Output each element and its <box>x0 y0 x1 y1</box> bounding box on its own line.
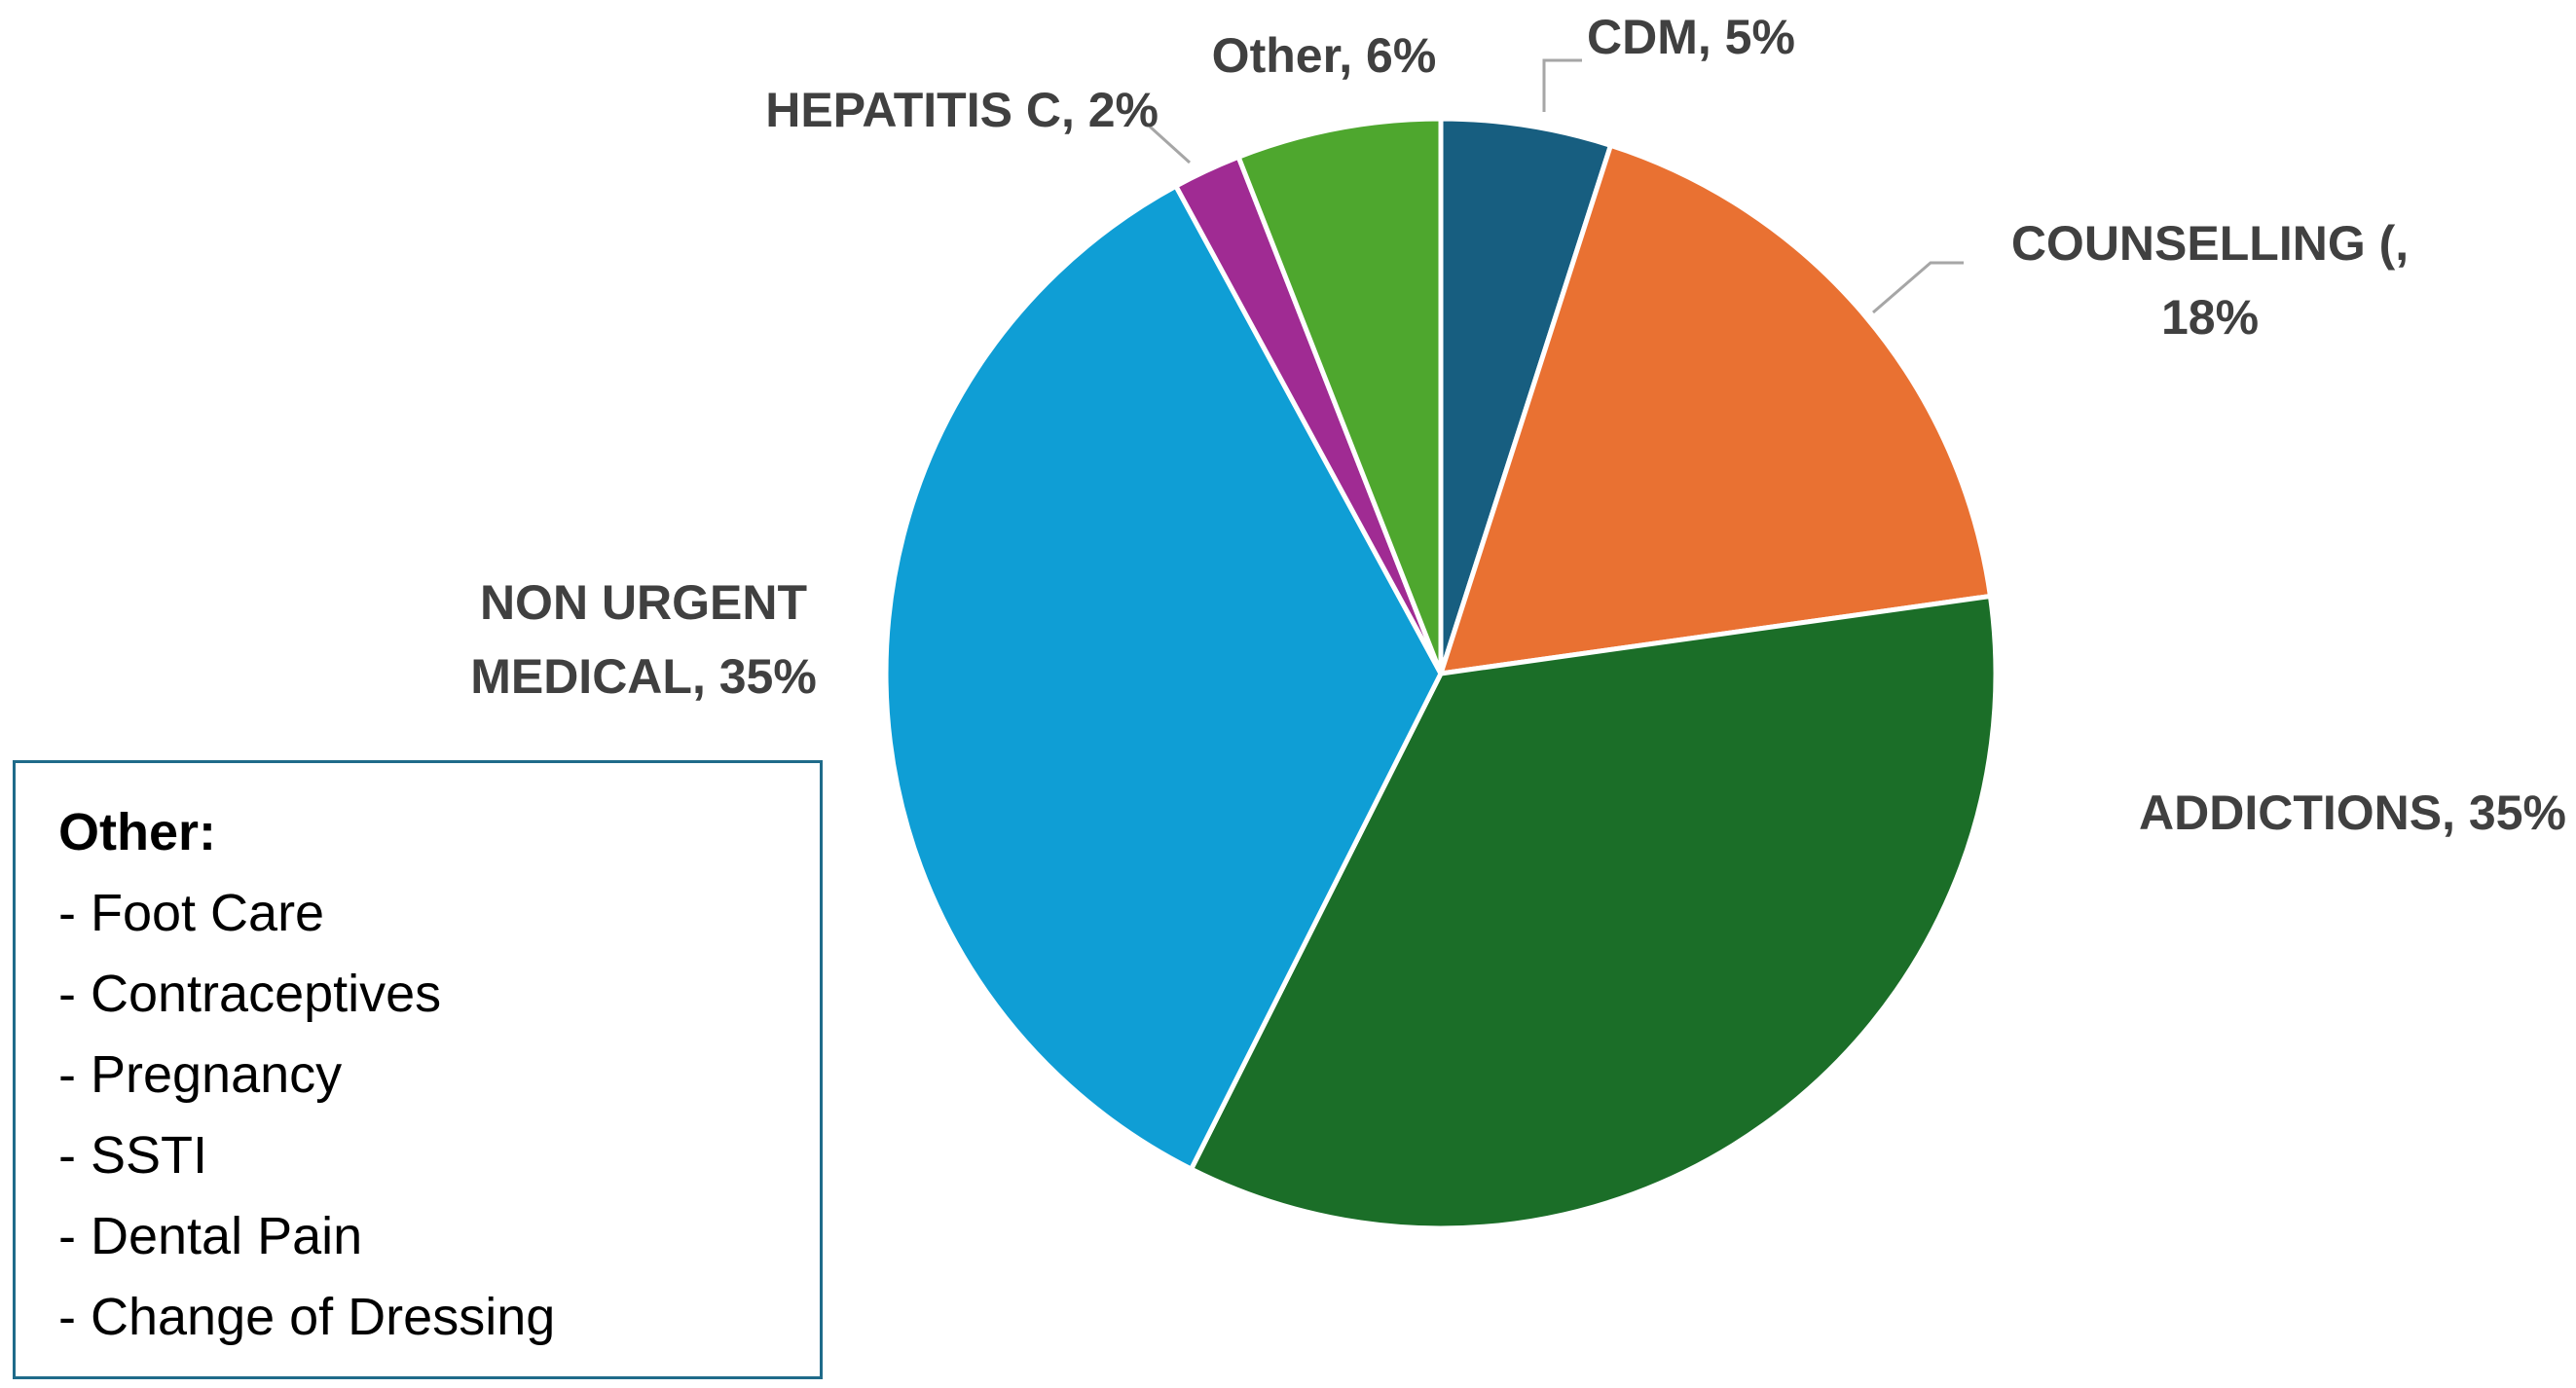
pie-slice <box>1189 593 1999 1231</box>
note-item: - Change of Dressing <box>58 1288 556 1346</box>
note-item: - SSTI <box>58 1126 208 1185</box>
pie-slice <box>1235 116 1444 676</box>
pie-slice <box>1438 142 1993 676</box>
pie-slice <box>883 183 1444 1172</box>
leader-line <box>1872 261 1964 314</box>
data-label: ADDICTIONS, 35% <box>2139 785 2566 840</box>
note-item: - Pregnancy <box>58 1045 343 1104</box>
note-item: - Foot Care <box>58 884 325 942</box>
note-box: Other: - Foot Care - Contraceptives - Preg… <box>13 760 823 1379</box>
leader-line <box>1542 58 1582 112</box>
leader-lines <box>1148 58 1964 314</box>
note-item: - Dental Pain <box>58 1207 363 1265</box>
data-label: Other, 6% <box>1211 28 1437 83</box>
note-items: - Foot Care - Contraceptives - Pregnancy - … <box>58 873 820 1358</box>
data-label: NON URGENT MEDICAL, 35% <box>470 575 817 704</box>
data-label: HEPATITIS C, 2% <box>765 83 1159 137</box>
leader-line <box>1148 125 1192 164</box>
pie <box>883 116 1999 1231</box>
data-label: CDM, 5% <box>1587 10 1795 64</box>
note-item: - Contraceptives <box>58 965 442 1023</box>
note-title: Other: <box>58 803 216 861</box>
data-label: COUNSELLING (, 18% <box>2010 216 2410 345</box>
